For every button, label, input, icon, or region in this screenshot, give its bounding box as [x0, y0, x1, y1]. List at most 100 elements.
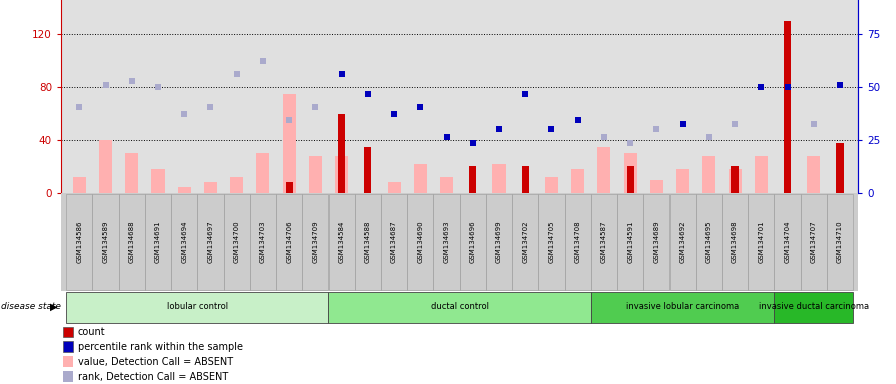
Bar — [643, 194, 669, 290]
Text: GSM134700: GSM134700 — [234, 220, 239, 263]
Bar — [63, 326, 73, 337]
Bar — [66, 194, 92, 290]
Point — [492, 126, 506, 132]
Bar — [650, 180, 663, 193]
Bar — [329, 292, 590, 323]
Text: GSM134586: GSM134586 — [76, 220, 82, 263]
Bar — [63, 356, 73, 367]
Bar — [774, 292, 853, 323]
Bar — [63, 371, 73, 382]
Bar — [722, 194, 748, 290]
Point — [676, 121, 690, 127]
Point — [728, 121, 742, 127]
Bar — [470, 166, 477, 193]
Bar — [125, 153, 138, 193]
Point — [151, 84, 165, 90]
Point — [650, 126, 664, 132]
Bar — [836, 142, 844, 193]
Bar — [92, 194, 118, 290]
Text: GSM134705: GSM134705 — [548, 220, 555, 263]
Point — [177, 111, 192, 117]
Text: GSM134709: GSM134709 — [313, 220, 318, 263]
Bar — [250, 194, 276, 290]
Text: percentile rank within the sample: percentile rank within the sample — [78, 342, 243, 352]
Bar — [801, 194, 827, 290]
Bar — [460, 194, 486, 290]
Text: rank, Detection Call = ABSENT: rank, Detection Call = ABSENT — [78, 372, 228, 382]
Text: GSM134699: GSM134699 — [496, 220, 502, 263]
Point — [623, 139, 637, 146]
Bar — [230, 177, 243, 193]
Bar — [754, 156, 768, 193]
Point — [571, 117, 585, 123]
Bar — [414, 164, 426, 193]
Bar — [440, 177, 453, 193]
Bar — [807, 156, 821, 193]
Text: disease state: disease state — [1, 303, 61, 311]
Bar — [827, 194, 853, 290]
Point — [72, 104, 86, 110]
Text: lobular control: lobular control — [167, 303, 228, 311]
Bar — [774, 194, 801, 290]
Point — [466, 139, 480, 146]
Bar — [197, 194, 223, 290]
Bar — [276, 194, 302, 290]
Point — [125, 78, 139, 84]
Bar — [624, 153, 637, 193]
Bar — [63, 341, 73, 352]
Bar — [338, 114, 345, 193]
Bar — [204, 182, 217, 193]
Point — [597, 134, 611, 141]
Text: GSM134687: GSM134687 — [391, 220, 397, 263]
Bar — [286, 182, 293, 193]
Text: GSM134691: GSM134691 — [155, 220, 161, 263]
Point — [387, 111, 401, 117]
Text: GSM134589: GSM134589 — [102, 220, 108, 263]
Bar — [151, 169, 165, 193]
Text: GSM134701: GSM134701 — [758, 220, 764, 263]
Text: GSM134591: GSM134591 — [627, 220, 633, 263]
Bar — [177, 187, 191, 193]
Bar — [696, 194, 722, 290]
Text: ductal control: ductal control — [431, 303, 488, 311]
Bar — [545, 177, 558, 193]
Text: GSM134689: GSM134689 — [653, 220, 659, 263]
Point — [99, 81, 113, 88]
Bar — [702, 156, 715, 193]
Bar — [73, 177, 86, 193]
Point — [806, 121, 821, 127]
Text: GSM134707: GSM134707 — [811, 220, 817, 263]
Point — [282, 117, 297, 123]
Point — [229, 71, 244, 77]
Bar — [145, 194, 171, 290]
Bar — [335, 156, 349, 193]
Bar — [626, 166, 633, 193]
Bar — [355, 194, 381, 290]
Bar — [669, 194, 695, 290]
Bar — [598, 147, 610, 193]
Bar — [118, 194, 145, 290]
Bar — [571, 169, 584, 193]
Bar — [434, 194, 460, 290]
Point — [308, 104, 323, 110]
Bar — [590, 194, 617, 290]
Bar — [381, 194, 407, 290]
Bar — [387, 182, 401, 193]
Text: invasive lobular carcinoma: invasive lobular carcinoma — [626, 303, 739, 311]
Point — [413, 104, 427, 110]
Point — [702, 134, 716, 141]
Bar — [486, 194, 513, 290]
Text: GSM134704: GSM134704 — [785, 220, 790, 263]
Point — [544, 126, 558, 132]
Bar — [564, 194, 590, 290]
Bar — [676, 169, 689, 193]
Point — [833, 81, 848, 88]
Text: GSM134710: GSM134710 — [837, 220, 843, 263]
Point — [203, 104, 218, 110]
Bar — [309, 156, 322, 193]
Text: GSM134697: GSM134697 — [208, 220, 213, 263]
Text: GSM134694: GSM134694 — [181, 220, 187, 263]
Point — [334, 71, 349, 77]
Text: invasive ductal carcinoma: invasive ductal carcinoma — [759, 303, 869, 311]
Text: GSM134706: GSM134706 — [286, 220, 292, 263]
